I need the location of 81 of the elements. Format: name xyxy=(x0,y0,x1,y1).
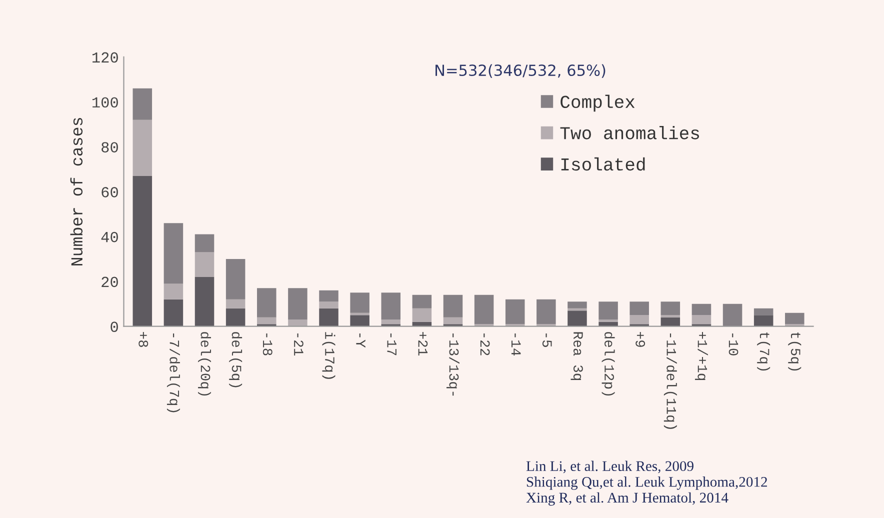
bar xyxy=(630,315,649,324)
bar xyxy=(536,299,556,324)
y-tick-label: 0 xyxy=(110,322,118,332)
bar xyxy=(164,223,184,284)
x-tick-label: del(5q) xyxy=(229,332,242,388)
bar xyxy=(257,288,276,318)
bar xyxy=(350,315,370,326)
y-axis-title: Number of cases xyxy=(70,118,83,266)
bar xyxy=(568,310,587,326)
x-tick-label: -13/13q- xyxy=(446,333,460,396)
x-tick-label: i(17q) xyxy=(322,332,336,379)
bar xyxy=(692,304,712,316)
x-tick-label: -17 xyxy=(387,333,396,356)
bar xyxy=(598,302,618,320)
bar xyxy=(132,120,152,176)
bar xyxy=(226,299,246,308)
bar xyxy=(319,290,338,302)
bar xyxy=(412,294,432,308)
bar xyxy=(692,315,712,324)
x-tick-label: t(7q) xyxy=(757,332,770,371)
bar xyxy=(257,317,276,324)
bar xyxy=(630,302,649,316)
x-tick-label: -7/del(7q) xyxy=(166,333,180,412)
x-tick-label: +9 xyxy=(636,332,646,347)
x-tick-label: -18 xyxy=(262,333,272,356)
bar xyxy=(474,294,494,324)
bar xyxy=(754,315,774,326)
x-tick-label: -Y xyxy=(356,333,366,348)
bar xyxy=(226,259,246,300)
x-tick-label: del(20q) xyxy=(198,332,211,396)
bar xyxy=(381,292,400,320)
bar xyxy=(381,320,400,324)
y-tick-label: 60 xyxy=(102,186,118,198)
y-tick-label: 80 xyxy=(102,142,118,152)
y-tick-label: 120 xyxy=(92,52,118,63)
bar xyxy=(412,308,432,322)
x-tick-label: -11/del(11q) xyxy=(664,333,677,429)
bar xyxy=(164,284,184,300)
x-tick-label: -10 xyxy=(728,333,738,356)
legend-label: Complex xyxy=(560,94,635,112)
x-tick-label: del(12p) xyxy=(602,332,615,396)
bar xyxy=(194,252,214,277)
bar xyxy=(226,308,246,326)
bar xyxy=(132,88,152,120)
x-tick-label: Rea 3q xyxy=(570,332,583,380)
text: Lin Li, et al. Leuk Res, 2009 Shiqiang Qu,et al. Leuk Lymphoma,2012 Xing R, et al. Am J Hematol, 2014 xyxy=(526,460,767,506)
x-tick-label: +1/+1q xyxy=(694,332,708,380)
annotation: N=532(346/532, 65%) xyxy=(436,64,606,78)
bar xyxy=(568,308,587,311)
x-tick-label: -22 xyxy=(480,333,490,356)
bar xyxy=(288,288,308,320)
x-tick-label: t(5q) xyxy=(788,332,802,371)
bar xyxy=(722,304,742,326)
bar xyxy=(350,312,370,316)
bar xyxy=(660,317,680,326)
bar xyxy=(319,302,338,308)
bar xyxy=(443,317,463,324)
bar xyxy=(598,322,618,326)
bar xyxy=(660,302,680,316)
bar xyxy=(194,276,214,326)
bar xyxy=(194,234,214,252)
x-tick-label: +8 xyxy=(138,332,148,347)
bar xyxy=(132,176,152,326)
bar xyxy=(505,299,525,324)
bar xyxy=(288,320,308,326)
y-tick-label: 40 xyxy=(101,232,118,242)
bar xyxy=(754,308,774,316)
bar xyxy=(568,302,587,308)
x-tick-label: +21 xyxy=(418,332,428,356)
bar xyxy=(443,294,463,318)
bar xyxy=(785,312,804,324)
legend-label: Isolated xyxy=(561,157,645,171)
bar xyxy=(350,292,370,313)
x-tick-label: -21 xyxy=(294,333,304,356)
x-tick-label: -5 xyxy=(542,333,552,347)
bar xyxy=(164,299,184,326)
x-tick-label: -14 xyxy=(512,333,521,356)
legend-label: Two anomalies xyxy=(560,126,699,140)
bar xyxy=(319,308,338,326)
y-tick-label: 100 xyxy=(92,97,118,108)
y-tick-label: 20 xyxy=(102,276,118,288)
